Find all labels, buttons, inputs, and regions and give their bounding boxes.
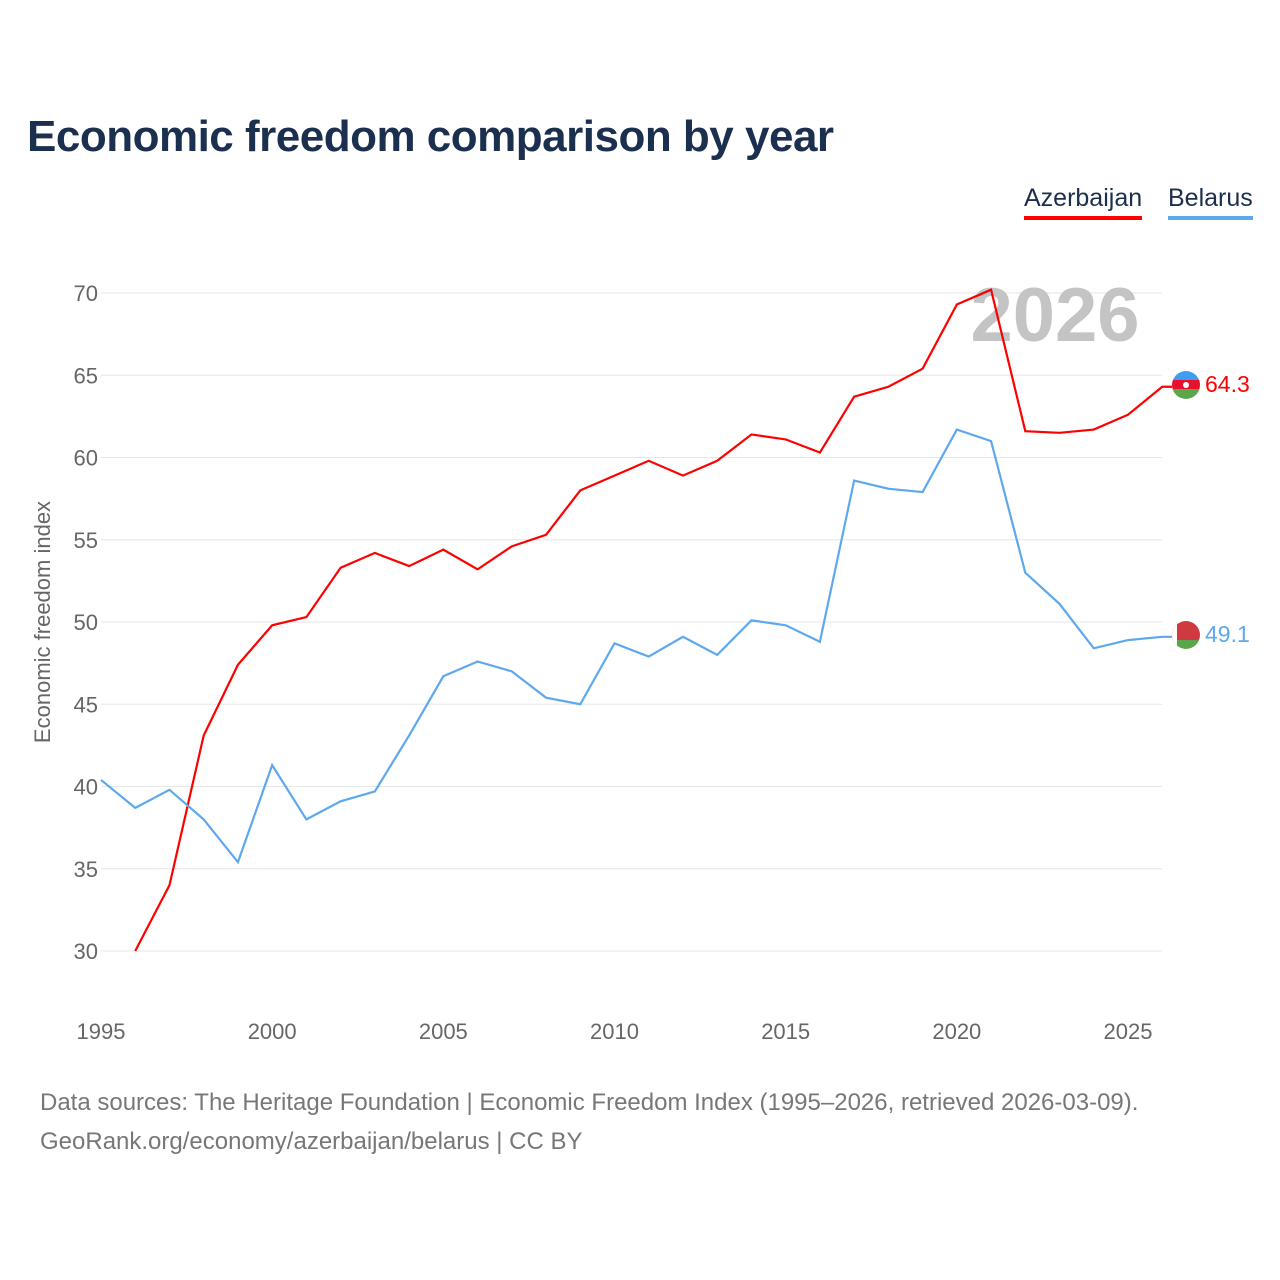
y-axis-label: Economic freedom index <box>30 501 55 743</box>
x-tick-label: 2000 <box>248 1019 297 1044</box>
x-tick-label: 2010 <box>590 1019 639 1044</box>
y-tick-label: 35 <box>74 857 98 882</box>
belarus-end-label: 49.1 <box>1205 621 1250 647</box>
belarus-flag-icon <box>1172 621 1200 649</box>
y-tick-label: 55 <box>74 528 98 553</box>
series-line-azerbaijan <box>134 288 1172 952</box>
y-tick-label: 30 <box>74 939 98 964</box>
y-tick-label: 50 <box>74 610 98 635</box>
y-tick-label: 70 <box>74 281 98 306</box>
series-line-belarus <box>100 428 1172 865</box>
y-tick-label: 65 <box>74 363 98 388</box>
x-tick-label: 2015 <box>761 1019 810 1044</box>
line-chart: 30 35 40 45 50 55 60 65 70 1995 2000 2005 2010 2015 20… <box>30 273 1250 1044</box>
footer-sources: Data sources: The Heritage Foundation | … <box>40 1089 1139 1116</box>
y-tick-label: 40 <box>74 775 98 800</box>
azerbaijan-flag-icon <box>1172 371 1200 399</box>
y-tick-label: 45 <box>74 692 98 717</box>
x-tick-label: 2025 <box>1104 1019 1153 1044</box>
legend-azerbaijan[interactable]: Azerbaijan <box>1024 184 1143 220</box>
x-tick-label: 2020 <box>932 1019 981 1044</box>
year-watermark: 2026 <box>970 273 1139 358</box>
footer-attribution[interactable]: GeoRank.org/economy/azerbaijan/belarus |… <box>40 1128 583 1155</box>
legend-belarus[interactable]: Belarus <box>1168 184 1253 220</box>
x-tick-label: 1995 <box>77 1019 126 1044</box>
chart-title: Economic freedom comparison by year <box>27 112 834 161</box>
y-tick-label: 60 <box>74 446 98 471</box>
azerbaijan-end-label: 64.3 <box>1205 371 1250 397</box>
x-tick-label: 2005 <box>419 1019 468 1044</box>
